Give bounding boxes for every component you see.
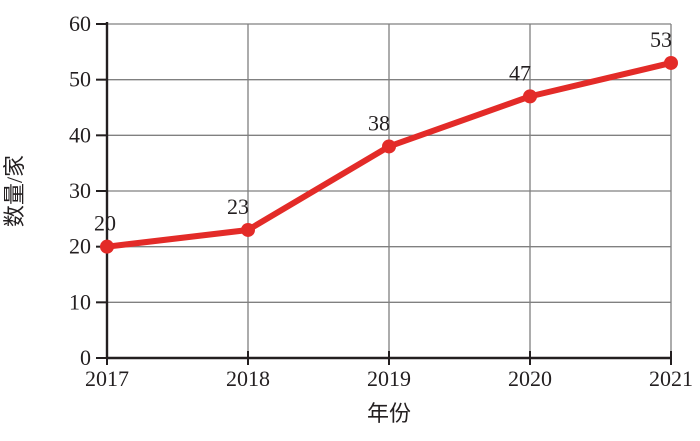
y-tick-label: 40 (69, 122, 91, 147)
x-tick-label: 2021 (649, 366, 693, 391)
y-tick-label: 10 (69, 289, 91, 314)
y-tick-label: 50 (69, 67, 91, 92)
data-point (523, 89, 537, 104)
grid-layer (107, 23, 672, 358)
data-point (664, 55, 678, 70)
data-label: 47 (509, 60, 531, 85)
marker-layer (100, 55, 678, 254)
x-tick-label: 2018 (226, 366, 270, 391)
data-label: 20 (94, 211, 116, 236)
x-tick-label: 2017 (85, 366, 129, 391)
data-label: 38 (368, 110, 390, 135)
x-tick-label: 2019 (367, 366, 411, 391)
data-label: 53 (650, 27, 672, 52)
y-tick-label: 20 (69, 234, 91, 259)
y-tick-label: 30 (69, 178, 91, 203)
y-tick-label: 60 (69, 11, 91, 36)
data-point (100, 239, 114, 254)
data-point (241, 222, 255, 237)
data-label-layer: 20 23 38 47 53 (94, 27, 672, 236)
y-tick-label: 0 (80, 345, 91, 370)
tick-layer (96, 23, 672, 365)
data-label: 23 (227, 194, 249, 219)
data-point (382, 139, 396, 154)
y-axis-title: 数量/家 (2, 155, 27, 227)
x-tick-label: 2020 (508, 366, 552, 391)
x-axis-title: 年份 (367, 401, 411, 426)
